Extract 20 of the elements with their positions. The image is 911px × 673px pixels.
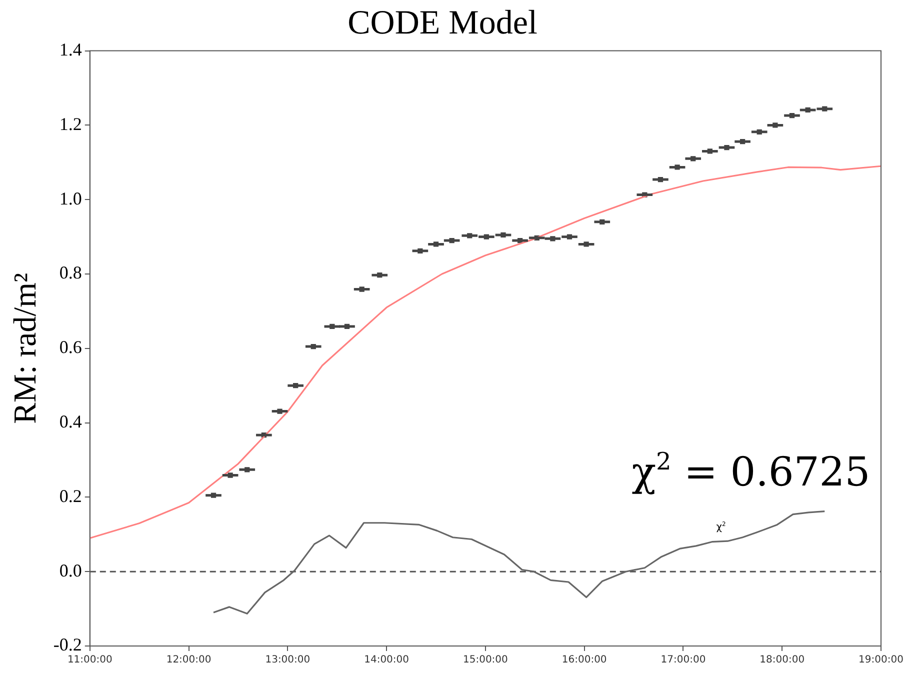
- x-tick-label: 19:00:00: [858, 654, 904, 666]
- y-tick-label: 1.2: [59, 114, 82, 134]
- y-tick-label: 1.4: [59, 40, 82, 60]
- x-tick-label: 14:00:00: [364, 654, 410, 666]
- y-tick-label: 0.6: [59, 337, 82, 358]
- y-tick-label: 1.0: [59, 188, 82, 208]
- y-axis-title: RM: rad/m²: [6, 272, 43, 424]
- x-tick-label: 11:00:00: [67, 654, 112, 666]
- y-tick-label: -0.2: [53, 634, 82, 655]
- x-tick-label: 17:00:00: [660, 654, 706, 666]
- x-tick-label: 12:00:00: [166, 654, 212, 666]
- x-tick-label: 16:00:00: [562, 654, 607, 666]
- x-tick-label: 15:00:00: [462, 654, 508, 666]
- y-tick-label: 0.8: [59, 262, 82, 283]
- y-tick-label: 0.0: [59, 560, 82, 580]
- x-tick-label: 13:00:00: [265, 654, 310, 666]
- x-tick-label: 18:00:00: [760, 654, 805, 666]
- y-tick-label: 0.2: [59, 486, 82, 506]
- chart-title: CODE Model: [348, 4, 538, 42]
- y-tick-label: 0.4: [59, 412, 82, 432]
